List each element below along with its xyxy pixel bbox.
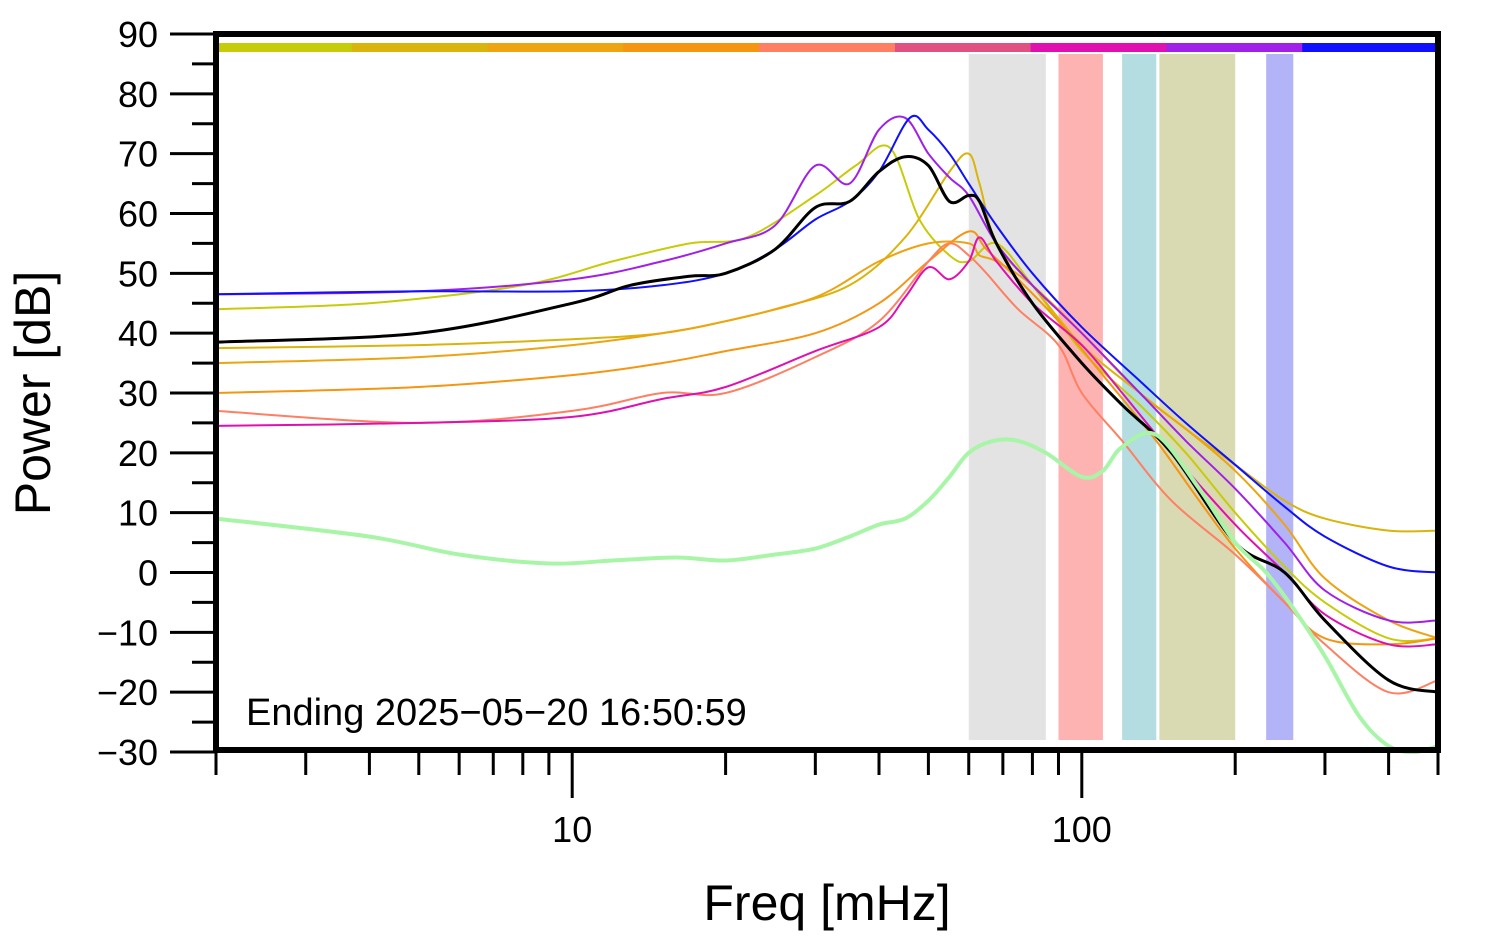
x-axis-title: Freq [mHz]	[703, 875, 950, 931]
color-strip-segment-4	[623, 43, 760, 52]
x-tick-label-1: 10	[552, 809, 592, 850]
y-axis-title: Power [dB]	[5, 271, 61, 516]
series-line-7	[215, 115, 1439, 624]
series-line-6	[215, 236, 1439, 648]
color-strip-segment-2	[351, 43, 489, 52]
color-strip-segment-8	[1166, 43, 1303, 52]
y-tick-label-10: 0	[138, 553, 158, 594]
y-tick-label-12: −20	[97, 672, 158, 713]
y-tick-label-13: −30	[97, 732, 158, 773]
frequency-band-5	[1266, 54, 1294, 740]
y-tick-label-11: −10	[97, 612, 158, 653]
ending-timestamp-annotation: Ending 2025−05−20 16:50:59	[246, 692, 747, 734]
y-tick-label-3: 70	[118, 134, 158, 175]
y-tick-label-9: 10	[118, 493, 158, 534]
y-tick-label-1: 90	[118, 14, 158, 55]
color-strip	[216, 43, 1439, 52]
y-tick-label-5: 50	[118, 253, 158, 294]
series-lines	[215, 114, 1439, 754]
frequency-bands	[968, 54, 1294, 740]
y-tick-label-8: 20	[118, 433, 158, 474]
series-line-10	[215, 430, 1439, 754]
series-line-3	[215, 240, 1439, 640]
series-line-5	[215, 242, 1439, 695]
series-line-9	[215, 154, 1439, 694]
frequency-band-1	[968, 54, 1046, 740]
color-strip-segment-1	[216, 43, 353, 52]
series-line-1	[215, 144, 1439, 642]
y-tick-label-7: 30	[118, 373, 158, 414]
y-tick-label-2: 80	[118, 74, 158, 115]
y-tick-label-6: 40	[118, 313, 158, 354]
color-strip-segment-7	[1030, 43, 1167, 52]
frequency-band-4	[1159, 54, 1236, 740]
series-line-2	[215, 152, 1439, 533]
y-axis: 90 80 70 60 50 40 30 20 10 0 −10 −20 −30	[97, 14, 216, 773]
frequency-band-3	[1122, 54, 1157, 740]
color-strip-segment-9	[1302, 43, 1439, 52]
series-line-8	[215, 114, 1439, 574]
y-tick-label-4: 60	[118, 194, 158, 235]
x-axis: 10 100	[214, 752, 1440, 850]
color-strip-segment-3	[487, 43, 624, 52]
plot-frame	[213, 31, 1441, 753]
series-line-4	[215, 230, 1439, 646]
frequency-band-2	[1058, 54, 1103, 740]
x-tick-label-2: 100	[1052, 809, 1112, 850]
color-strip-segment-6	[894, 43, 1032, 52]
color-strip-segment-5	[759, 43, 896, 52]
